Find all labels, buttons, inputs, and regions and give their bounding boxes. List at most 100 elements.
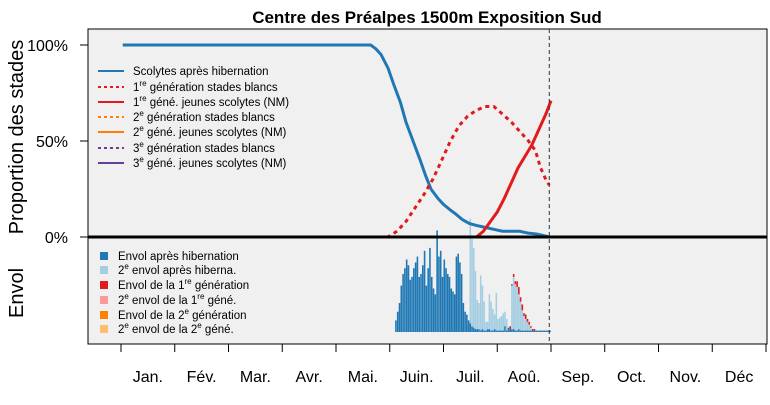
flight-bar <box>526 330 529 332</box>
flight-bar <box>495 292 498 331</box>
flight-bar <box>528 321 531 325</box>
flight-bar <box>528 324 531 331</box>
flight-bar <box>443 259 446 332</box>
flight-bar <box>439 250 442 332</box>
flight-bar <box>514 284 517 331</box>
flight-bar <box>530 330 532 332</box>
flight-bar <box>448 276 451 332</box>
flight-bar <box>452 291 454 332</box>
x-tick-label: Nov. <box>670 369 702 386</box>
flight-bar <box>523 316 525 331</box>
legend-flight-label-2: Envol de la 1re génération <box>118 277 249 292</box>
flight-bar <box>512 276 515 330</box>
flight-bar <box>531 330 534 332</box>
flight-bar <box>395 320 397 332</box>
flight-bar <box>483 330 485 332</box>
flight-bar <box>519 297 522 302</box>
flight-bar <box>497 330 499 332</box>
flight-bar <box>509 329 511 332</box>
flight-bar <box>533 329 536 331</box>
flight-bar <box>514 281 517 285</box>
flight-bar <box>400 285 403 332</box>
x-tick-label: Déc <box>725 369 753 386</box>
flight-bar <box>486 329 489 332</box>
flight-bar <box>516 330 518 332</box>
flight-bar <box>427 268 429 332</box>
x-tick-label: Jan. <box>133 369 163 386</box>
flight-bar <box>511 284 513 286</box>
flight-bar <box>459 262 461 332</box>
flight-bars <box>395 218 551 332</box>
y-tick-label-50: 50% <box>36 134 68 151</box>
flight-bar <box>490 330 492 332</box>
flight-bar <box>492 308 494 331</box>
flight-bar <box>485 321 487 331</box>
flight-bar <box>474 271 477 330</box>
flight-bar <box>495 330 498 332</box>
x-tick-label: Avr. <box>295 369 322 386</box>
x-tick-label: Mar. <box>240 369 271 386</box>
flight-bar <box>516 281 518 288</box>
legend-flight-swatch-3 <box>100 296 108 304</box>
flight-bar <box>436 230 438 332</box>
legend-line-label-1: 1re génération stades blancs <box>133 79 278 94</box>
flight-bar <box>398 303 401 332</box>
flight-bar <box>504 311 506 327</box>
flight-bar <box>455 256 458 332</box>
legend-flight-label-5: 2e envol de la 2e géné. <box>118 321 234 336</box>
flight-bar <box>502 313 505 331</box>
legend-flight-swatch-0 <box>100 252 108 260</box>
flight-bar <box>425 285 428 332</box>
flight-bar <box>405 259 408 332</box>
legend-flight-swatch-5 <box>100 325 108 333</box>
y-tick-label-0: 0% <box>45 230 68 247</box>
flight-bar <box>446 274 449 332</box>
flight-bar <box>505 318 508 331</box>
flight-bar <box>526 321 529 331</box>
legend-line-label-0: Scolytes après hibernation <box>133 66 269 78</box>
legend-flight-label-4: Envol de la 2e génération <box>118 307 247 322</box>
flight-bar <box>483 301 485 331</box>
flight-bar <box>472 327 475 332</box>
legend-line-label-5: 3e génération stades blancs <box>133 140 275 155</box>
flight-bar <box>521 330 524 332</box>
flight-bar <box>537 330 539 332</box>
flight-bar <box>497 318 499 331</box>
flight-bar <box>511 329 513 332</box>
flight-bar <box>500 316 503 331</box>
flight-bar <box>450 288 453 332</box>
flight-bar <box>476 300 479 330</box>
flight-bar <box>414 262 417 332</box>
flight-bar <box>493 314 496 330</box>
series-line-1 <box>122 104 551 239</box>
flight-bar <box>518 287 520 295</box>
flight-bar <box>547 330 550 332</box>
flight-bar <box>413 268 415 332</box>
flight-bar <box>467 320 470 332</box>
flight-bar <box>533 330 536 332</box>
flight-bar <box>488 329 491 332</box>
flight-bar <box>492 330 494 332</box>
legend-flight-swatch-4 <box>100 311 108 319</box>
flight-bar <box>416 256 419 332</box>
flight-bar <box>404 268 406 332</box>
flight-bar <box>512 274 515 277</box>
chart-title: Centre des Préalpes 1500m Exposition Sud <box>252 8 602 27</box>
flight-bar <box>432 288 435 332</box>
flight-bar <box>407 265 410 332</box>
flight-bar <box>505 330 508 332</box>
flight-bar <box>402 274 404 332</box>
legend-flight-swatch-2 <box>100 281 108 289</box>
legend-line-label-2: 1re géné. jeunes scolytes (NM) <box>133 94 289 109</box>
legend-flight-label-0: Envol après hibernation <box>118 251 239 263</box>
flight-bar <box>441 276 444 332</box>
flight-bar <box>445 268 447 332</box>
flight-bar <box>409 279 412 332</box>
flight-bar <box>481 329 484 332</box>
line-legend: Scolytes après hibernation 1re génératio… <box>98 66 289 170</box>
flight-bar <box>498 317 501 331</box>
flight-bar <box>396 311 399 332</box>
flight-bar <box>469 323 472 332</box>
flight-bar <box>453 294 456 332</box>
